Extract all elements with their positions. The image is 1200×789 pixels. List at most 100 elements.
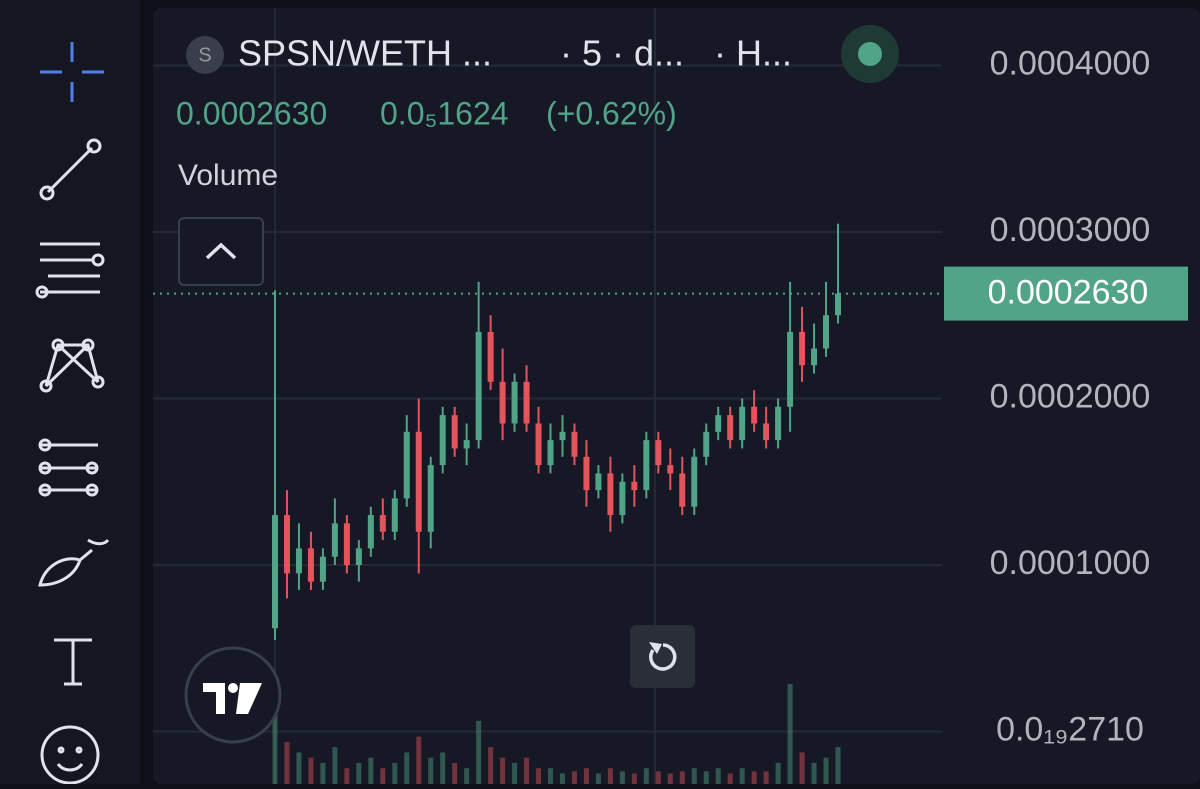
candle-body <box>331 523 338 557</box>
logo-mark <box>203 683 262 714</box>
volume-bar <box>667 773 673 784</box>
last-price: 0.0002630 <box>176 95 327 131</box>
volume-bar <box>500 757 506 784</box>
candle-body <box>787 331 794 407</box>
volume-bar <box>559 773 565 784</box>
y-tick-label: 0.0003000 <box>990 211 1151 249</box>
chart-panel <box>153 8 1200 784</box>
candle-body <box>343 523 350 566</box>
volume-bar <box>416 736 422 784</box>
volume-bar <box>464 768 470 784</box>
candle-body <box>631 481 638 491</box>
volume-bar <box>404 752 410 784</box>
change-percent: (+0.62%) <box>546 95 677 131</box>
volume-bar <box>320 762 326 784</box>
volume-bar <box>548 768 554 784</box>
volume-bar <box>356 762 362 784</box>
volume-bar <box>727 773 733 784</box>
candle-body <box>367 515 374 549</box>
candle-body <box>607 473 614 516</box>
volume-bar <box>536 768 542 784</box>
volume-bar <box>607 768 613 784</box>
candle-body <box>475 331 482 441</box>
candle-body <box>499 381 506 424</box>
volume-bar <box>655 771 661 784</box>
volume-bar <box>368 757 374 784</box>
volume-bar <box>619 771 625 784</box>
volume-bar <box>440 752 446 784</box>
y-tick-label: 0.0002000 <box>990 377 1151 415</box>
volume-bar <box>308 757 314 784</box>
logo-dot <box>228 683 238 693</box>
candle-body <box>571 431 578 457</box>
symbol[interactable]: SPSN/WETH ... <box>238 33 492 74</box>
candle-body <box>379 515 386 532</box>
candle-body <box>763 423 770 441</box>
volume-bar <box>428 757 434 784</box>
candle-body <box>811 348 818 366</box>
volume-bar <box>703 771 709 784</box>
volume-bar <box>811 762 817 784</box>
volume-bar <box>595 773 601 784</box>
candle-body <box>595 473 602 491</box>
volume-bar <box>739 768 745 784</box>
volume-bar <box>631 773 637 784</box>
volume-bar <box>524 757 530 784</box>
candle-body <box>463 440 470 449</box>
candle-body <box>691 456 698 507</box>
candle-body <box>739 406 746 441</box>
candle-body <box>679 473 686 507</box>
crosshair-tool[interactable] <box>40 42 104 102</box>
candle-body <box>523 381 530 424</box>
collapse-icon <box>205 242 237 260</box>
price-tag-label: 0.0002630 <box>988 274 1149 312</box>
y-tick-label: 0.0004000 <box>990 44 1151 82</box>
volume-bar <box>392 762 398 784</box>
candle-body <box>559 431 566 441</box>
volume-bar <box>344 768 350 784</box>
candle-body <box>355 548 362 566</box>
reset-button[interactable] <box>630 625 695 688</box>
volume-bar <box>452 762 458 784</box>
candle-body <box>427 465 434 532</box>
symbol-icon-letter: S <box>198 44 211 66</box>
volume-bar <box>799 752 805 784</box>
volume-bar <box>380 768 386 784</box>
volume-bar <box>691 768 697 784</box>
volume-bar <box>643 768 649 784</box>
candle-body <box>403 431 410 499</box>
logo[interactable] <box>184 646 282 744</box>
interval: · 5 · d... <box>560 33 684 74</box>
drawing-tools[interactable] <box>35 138 110 785</box>
candle-body <box>511 381 518 424</box>
candle-body <box>547 440 554 466</box>
candle-body <box>703 431 710 457</box>
volume-bar <box>583 768 589 784</box>
candle-body <box>835 293 841 316</box>
volume-bar <box>488 747 494 784</box>
volume-bar <box>512 762 518 784</box>
volume-bar <box>751 771 757 784</box>
candle-body <box>775 406 782 441</box>
symbol-icon <box>186 36 224 74</box>
toolbar <box>0 0 140 784</box>
candle-body <box>667 465 674 474</box>
candle-body <box>307 548 314 582</box>
volume-bar <box>763 771 769 784</box>
volume-bar <box>272 689 278 784</box>
volume-bar <box>571 771 577 784</box>
candle-body <box>439 415 446 466</box>
price-tag <box>944 266 1188 321</box>
change: 0.0₅1624 <box>380 95 509 131</box>
candle-body <box>295 548 302 574</box>
collapse-button[interactable] <box>178 217 264 286</box>
candle-body <box>583 456 590 491</box>
y-tick-label: 0.0001000 <box>990 544 1151 582</box>
volume-bar <box>775 762 781 784</box>
candle-body <box>727 415 734 441</box>
source: · H... <box>714 33 792 74</box>
candle-body <box>487 331 494 382</box>
volume-bar <box>679 771 685 784</box>
volume-bar <box>284 741 290 784</box>
